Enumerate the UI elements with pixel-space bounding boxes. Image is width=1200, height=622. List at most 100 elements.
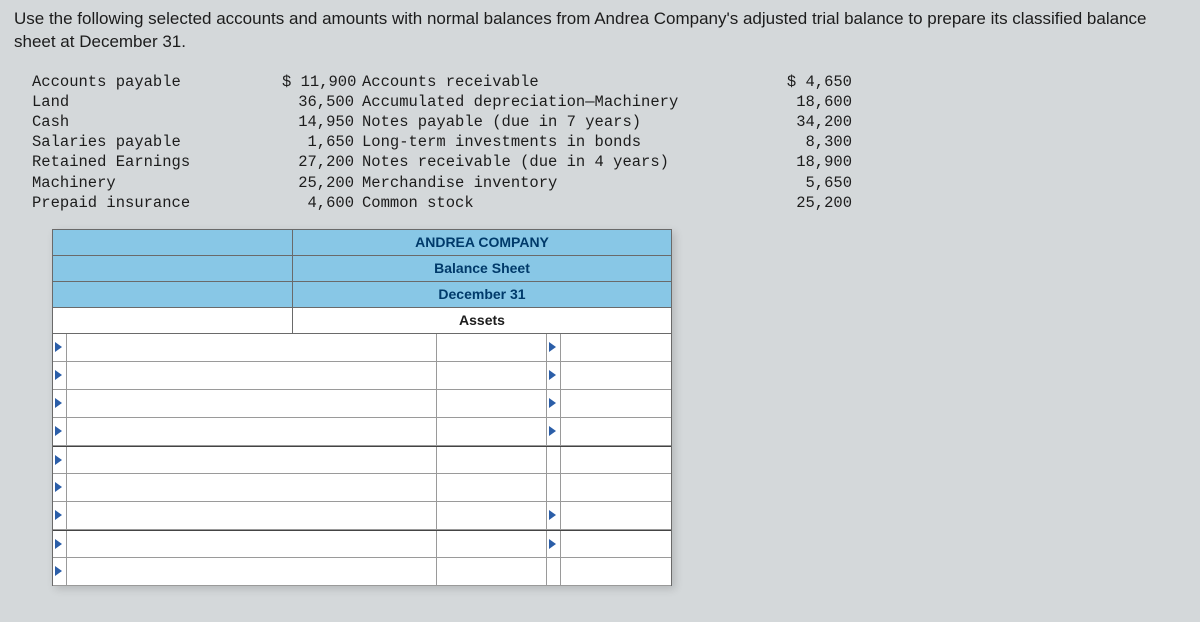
account-select-cell[interactable] <box>67 390 437 417</box>
sheet-date: December 31 <box>293 282 671 307</box>
row-dropdown[interactable] <box>53 334 67 361</box>
account-amount: 14,950 <box>282 112 354 132</box>
section-assets: Assets <box>293 308 671 333</box>
account-amount: $ 4,650 <box>762 72 852 92</box>
account-select-cell[interactable] <box>67 502 437 529</box>
input-row <box>53 474 671 502</box>
account-name: Accounts receivable <box>362 72 762 92</box>
header-spacer <box>53 308 293 333</box>
amount-cell-2[interactable] <box>561 502 671 529</box>
sheet-header: ANDREA COMPANY Balance Sheet December 31… <box>53 230 671 334</box>
account-amount: 8,300 <box>762 132 852 152</box>
row-spacer <box>547 558 561 585</box>
amount-cell-2[interactable] <box>561 474 671 501</box>
dropdown-icon <box>549 510 556 520</box>
account-amount: 18,600 <box>762 92 852 112</box>
account-amount: $ 11,900 <box>282 72 354 92</box>
header-spacer <box>53 230 293 255</box>
dropdown-icon <box>55 370 62 380</box>
row-dropdown[interactable] <box>53 390 67 417</box>
amount-cell-1[interactable] <box>437 362 547 389</box>
amount-cell-1[interactable] <box>437 390 547 417</box>
input-row <box>53 502 671 530</box>
amount-cell-1[interactable] <box>437 502 547 529</box>
account-name: Notes payable (due in 7 years) <box>362 112 762 132</box>
subtotal-row <box>53 446 671 474</box>
dropdown-icon <box>549 539 556 549</box>
dropdown-icon <box>55 398 62 408</box>
dropdown-icon <box>549 426 556 436</box>
input-row <box>53 558 671 586</box>
row-dropdown-2[interactable] <box>547 334 561 361</box>
amount-cell-2[interactable] <box>561 362 671 389</box>
account-name: Salaries payable <box>32 132 282 152</box>
sheet-title: Balance Sheet <box>293 256 671 281</box>
dropdown-icon <box>55 539 62 549</box>
row-dropdown-2[interactable] <box>547 531 561 557</box>
row-dropdown-2[interactable] <box>547 502 561 529</box>
account-name: Cash <box>32 112 282 132</box>
dropdown-icon <box>549 370 556 380</box>
account-name: Notes receivable (due in 4 years) <box>362 152 762 172</box>
account-select-cell[interactable] <box>67 531 437 557</box>
account-name: Retained Earnings <box>32 152 282 172</box>
input-row <box>53 334 671 362</box>
header-spacer <box>53 282 293 307</box>
account-name: Machinery <box>32 173 282 193</box>
instruction-text: Use the following selected accounts and … <box>14 8 1186 54</box>
account-select-cell[interactable] <box>67 418 437 445</box>
row-dropdown[interactable] <box>53 558 67 585</box>
account-select-cell[interactable] <box>67 334 437 361</box>
row-dropdown[interactable] <box>53 502 67 529</box>
amount-cell-1[interactable] <box>437 531 547 557</box>
account-select-cell[interactable] <box>67 447 437 473</box>
row-dropdown[interactable] <box>53 362 67 389</box>
account-name: Long-term investments in bonds <box>362 132 762 152</box>
account-name: Prepaid insurance <box>32 193 282 213</box>
amount-cell-2[interactable] <box>561 531 671 557</box>
amount-cell-1[interactable] <box>437 474 547 501</box>
account-amount: 25,200 <box>282 173 354 193</box>
account-amount: 18,900 <box>762 152 852 172</box>
input-row <box>53 362 671 390</box>
row-dropdown-2[interactable] <box>547 390 561 417</box>
balance-sheet-grid: ANDREA COMPANY Balance Sheet December 31… <box>52 229 672 586</box>
account-name: Common stock <box>362 193 762 213</box>
input-row <box>53 418 671 446</box>
row-spacer <box>547 474 561 501</box>
account-select-cell[interactable] <box>67 558 437 585</box>
row-dropdown-2[interactable] <box>547 362 561 389</box>
account-amount: 36,500 <box>282 92 354 112</box>
amount-cell-1[interactable] <box>437 334 547 361</box>
amount-cell-2[interactable] <box>561 447 671 473</box>
row-dropdown[interactable] <box>53 418 67 445</box>
account-select-cell[interactable] <box>67 362 437 389</box>
amount-cell-1[interactable] <box>437 418 547 445</box>
row-dropdown[interactable] <box>53 474 67 501</box>
row-spacer <box>547 447 561 473</box>
row-dropdown[interactable] <box>53 447 67 473</box>
dropdown-icon <box>549 398 556 408</box>
header-spacer <box>53 256 293 281</box>
row-dropdown[interactable] <box>53 531 67 557</box>
amount-cell-1[interactable] <box>437 558 547 585</box>
trial-balance-data: Accounts payable Land Cash Salaries paya… <box>32 72 1186 213</box>
amount-cell-2[interactable] <box>561 558 671 585</box>
account-name: Accumulated depreciation—Machinery <box>362 92 762 112</box>
dropdown-icon <box>55 455 62 465</box>
amount-cell-2[interactable] <box>561 390 671 417</box>
account-amount: 25,200 <box>762 193 852 213</box>
dropdown-icon <box>55 510 62 520</box>
company-name: ANDREA COMPANY <box>293 230 671 255</box>
amount-cell-2[interactable] <box>561 418 671 445</box>
amount-cell-2[interactable] <box>561 334 671 361</box>
row-dropdown-2[interactable] <box>547 418 561 445</box>
dropdown-icon <box>55 342 62 352</box>
page: Use the following selected accounts and … <box>0 0 1200 594</box>
account-select-cell[interactable] <box>67 474 437 501</box>
input-row <box>53 390 671 418</box>
account-amount: 27,200 <box>282 152 354 172</box>
account-amount: 34,200 <box>762 112 852 132</box>
amount-cell-1[interactable] <box>437 447 547 473</box>
subtotal-row <box>53 530 671 558</box>
